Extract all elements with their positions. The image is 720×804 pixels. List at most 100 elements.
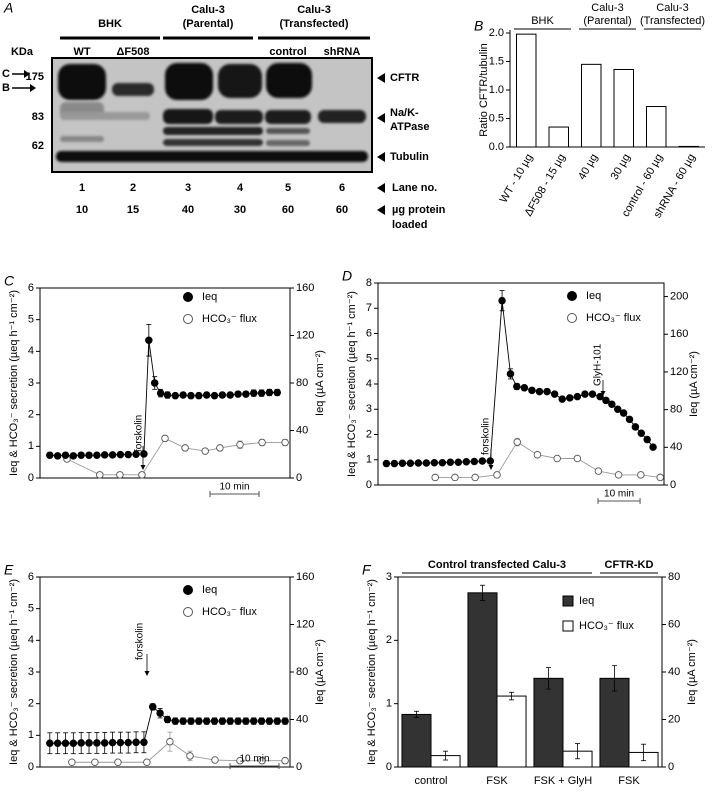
y2-tick-label: 40 — [296, 713, 308, 725]
arrow-head — [600, 391, 606, 396]
lane-label: ΔF508 — [117, 46, 150, 58]
y-axis-label: Ieq & HCO₃⁻ secretion (µeq h⁻¹ cm⁻²) — [8, 579, 20, 765]
group-label: BHK — [531, 15, 554, 27]
point — [566, 394, 574, 402]
point — [454, 458, 463, 467]
row-label: loaded — [392, 219, 427, 231]
point — [93, 451, 101, 459]
band-label: Tubulin — [390, 151, 429, 163]
legend-marker — [183, 314, 193, 324]
point — [218, 391, 227, 399]
point — [69, 739, 78, 748]
y2-tick-label: 120 — [296, 618, 314, 630]
group-label: (Transfected) — [640, 15, 705, 27]
series-line — [71, 741, 286, 763]
point — [91, 758, 99, 767]
annotation: forskolin — [481, 418, 492, 455]
panel-label: F — [362, 562, 372, 578]
point — [265, 388, 274, 397]
lane-label: control — [269, 46, 306, 58]
y-tick-label: 1.0 — [489, 84, 504, 96]
y-tick-label: 1 — [366, 454, 372, 466]
point — [258, 756, 266, 765]
lane-number: 1 — [79, 182, 85, 194]
lane-label: shRNA — [324, 46, 361, 58]
band-marker: B — [2, 82, 10, 94]
group-label: (Parental) — [583, 15, 631, 27]
protein-amount: 30 — [234, 204, 246, 216]
y-tick-label: 3 — [28, 377, 34, 389]
scale-bar-label: 10 min — [220, 482, 250, 493]
series-line — [386, 300, 654, 464]
y2-tick-label: 160 — [296, 571, 314, 583]
y-tick-label: 5 — [28, 603, 34, 615]
arrow-head — [24, 70, 30, 78]
point — [573, 454, 582, 463]
point — [114, 758, 122, 767]
y2-tick-label: 0 — [296, 761, 302, 773]
legend-label: HCO₃⁻ flux — [579, 620, 634, 632]
lane-number: 5 — [285, 182, 291, 194]
y2-tick-label: 40 — [668, 666, 680, 678]
point — [558, 395, 566, 403]
y2-tick-label: 80 — [296, 666, 308, 678]
y-tick-label: 2.0 — [489, 27, 504, 39]
point — [637, 471, 645, 479]
y2-tick-label: 0 — [670, 479, 676, 491]
point — [414, 459, 423, 467]
row-label: µg protein — [392, 204, 446, 216]
y-axis-label: Ieq & HCO₃⁻ secretion (µeq h⁻¹ cm⁻²) — [346, 291, 358, 477]
point — [478, 457, 487, 465]
scale-bar-label: 10 min — [240, 754, 270, 765]
point — [462, 458, 471, 466]
y-tick-label: 0 — [28, 761, 34, 773]
point — [257, 389, 266, 397]
point — [138, 471, 146, 479]
point — [513, 382, 521, 391]
point — [257, 717, 266, 725]
point — [281, 438, 289, 447]
point — [656, 473, 664, 482]
point — [85, 739, 93, 747]
band-marker: C — [2, 68, 10, 80]
point — [520, 384, 529, 392]
y2-tick-label: 0 — [668, 761, 674, 773]
point — [249, 389, 258, 397]
legend-label: Ieq — [586, 290, 601, 302]
point — [242, 390, 250, 398]
band-label: ATPase — [390, 121, 430, 133]
point — [53, 452, 62, 460]
point — [53, 739, 62, 748]
point — [631, 423, 640, 431]
point — [179, 391, 187, 399]
y-tick-label: 2 — [386, 634, 392, 646]
y-tick-label: 2 — [366, 428, 372, 440]
pointer — [377, 183, 385, 193]
bar — [533, 677, 564, 768]
protein-amount: 15 — [127, 204, 139, 216]
y-tick-label: 6 — [366, 327, 372, 339]
x-tick-label: control — [414, 775, 447, 787]
point — [625, 415, 634, 424]
point — [140, 738, 148, 747]
y2-axis-label: Ieq (µA cm⁻²) — [686, 639, 698, 705]
series-line — [49, 706, 286, 744]
point — [61, 739, 70, 748]
point — [226, 391, 234, 399]
pointer — [377, 113, 385, 123]
bar — [467, 592, 498, 768]
bar — [581, 63, 602, 148]
y-tick-label: 5 — [28, 314, 34, 326]
arrow-head — [140, 465, 146, 470]
group-label: Control transfected Calu-3 — [428, 559, 566, 571]
point — [161, 434, 169, 443]
legend-label: HCO₃⁻ flux — [586, 312, 641, 324]
x-tick-label: FSK + GlyH — [534, 775, 592, 787]
point — [140, 450, 148, 458]
legend-marker — [183, 292, 193, 302]
point — [163, 391, 172, 399]
point — [258, 438, 266, 447]
row-label: Lane no. — [392, 182, 437, 194]
point — [132, 450, 140, 459]
point — [216, 444, 224, 452]
